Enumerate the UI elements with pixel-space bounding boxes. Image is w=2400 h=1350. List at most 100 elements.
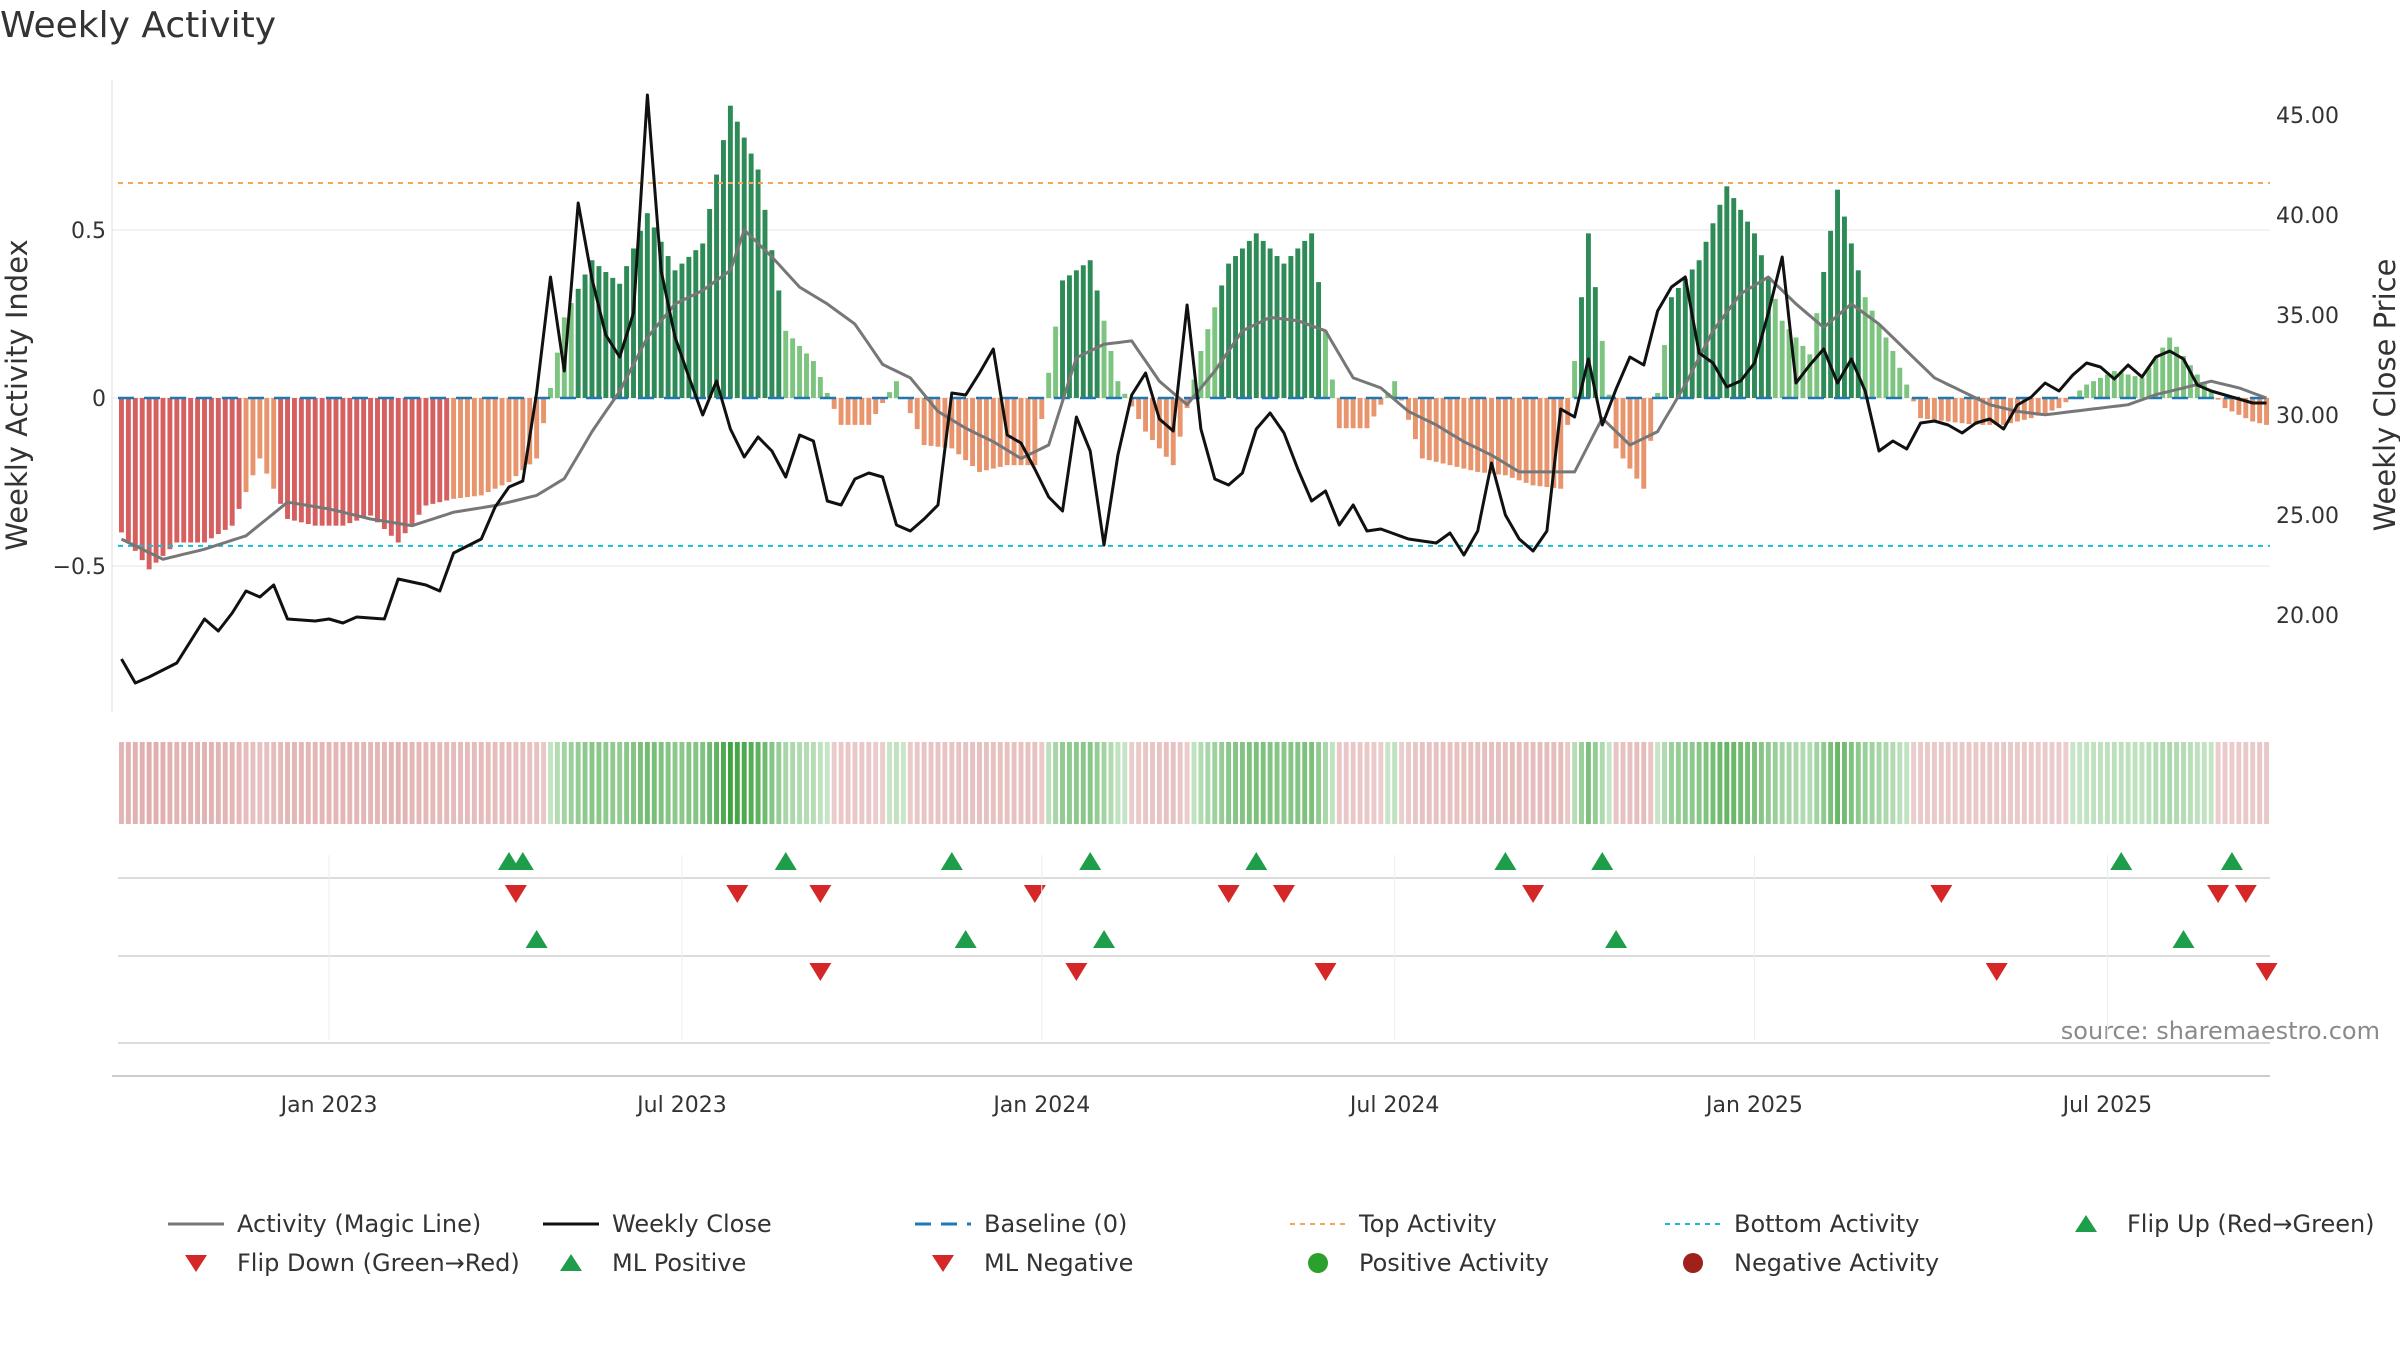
activity-strip-cell [1938,742,1944,824]
positive-activity-bar [2139,377,2145,398]
negative-activity-bar [1143,398,1149,432]
activity-strip-cell [2215,742,2221,824]
activity-strip-cell [707,742,713,824]
activity-strip-cell [1931,742,1937,824]
activity-strip-cell [285,742,290,824]
negative-activity-bar [1412,398,1418,440]
activity-strip-cell [610,742,616,824]
activity-strip-cell [1945,742,1951,824]
activity-strip-cell [2104,742,2110,824]
positive-activity-bar [1205,329,1211,398]
activity-strip-cell [278,742,284,824]
negative-activity-bar [541,398,547,424]
activity-strip-cell [693,742,699,824]
positive-activity-bar [1122,393,1128,398]
legend-swatch [2075,1215,2097,1232]
activity-strip-cell [1717,742,1723,824]
negative-activity-bar [285,398,290,519]
negative-activity-bar [1032,398,1038,466]
positive-activity-bar [893,381,899,398]
activity-strip-cell [340,742,346,824]
activity-strip-cell [2243,742,2249,824]
activity-strip-cell [1150,742,1155,824]
negative-activity-bar [2222,398,2228,409]
activity-strip-cell [2021,742,2027,824]
activity-strip-cell [1212,742,1218,824]
negative-activity-bar [956,398,962,455]
legend-swatch [185,1255,207,1272]
negative-activity-bar [949,398,955,449]
activity-strip-cell [513,742,519,824]
flip-down-marker [1023,885,1046,903]
activity-strip-cell [776,742,782,824]
negative-activity-bar [451,398,457,499]
activity-strip-cell [1752,742,1757,824]
activity-strip-cell [243,742,249,824]
activity-strip-cell [935,742,941,824]
negative-activity-bar [188,398,194,543]
activity-strip-cell [1482,742,1488,824]
positive-activity-bar [1876,324,1882,398]
activity-strip-cell [852,742,858,824]
activity-strip-cell [1433,742,1439,824]
activity-strip-cell [1994,742,2000,824]
legend-label: ML Positive [612,1249,746,1277]
negative-activity-bar [1025,398,1031,466]
activity-strip-cell [326,742,332,824]
activity-strip-cell [1668,742,1674,824]
legend-label: Baseline (0) [984,1210,1127,1238]
activity-strip-cell [665,742,671,824]
negative-activity-bar [215,398,221,535]
activity-strip-cell [1689,742,1695,824]
positive-activity-bar [1066,275,1072,398]
positive-activity-bar [810,361,816,398]
activity-strip-cell [1793,742,1799,824]
negative-activity-bar [859,398,865,425]
positive-activity-bar [651,227,657,398]
positive-activity-bar [1226,263,1232,398]
activity-strip-cell [132,742,138,824]
activity-strip-cell [845,742,851,824]
activity-strip-cell [880,742,886,824]
negative-activity-bar [942,398,948,448]
activity-strip-cell [1634,742,1640,824]
activity-strip-cell [1205,742,1211,824]
activity-strip-cell [1973,742,1979,824]
negative-activity-bar [1163,398,1169,457]
activity-strip-cell [1039,742,1045,824]
activity-strip-cell [2167,742,2173,824]
y2-tick-label: 25.00 [2276,504,2339,529]
y2-tick-label: 35.00 [2276,304,2339,329]
activity-strip-cell [2229,742,2235,824]
activity-strip-cell [167,742,173,824]
negative-activity-bar [132,398,138,551]
negative-activity-bar [2014,398,2020,422]
activity-strip-cell [1821,742,1827,824]
activity-strip-cell [804,742,809,824]
positive-activity-bar [1115,381,1121,398]
positive-activity-bar [1060,280,1065,398]
positive-activity-bar [1765,277,1771,398]
positive-activity-bar [1793,337,1799,398]
negative-activity-bar [499,398,505,486]
activity-strip-cell [596,742,602,824]
positive-activity-bar [548,387,553,398]
activity-strip-cell [1475,742,1481,824]
activity-strip-cell [1765,742,1771,824]
activity-strip-cell [1066,742,1072,824]
positive-activity-bar [790,338,796,398]
negative-activity-bar [333,398,339,526]
activity-strip-cell [1025,742,1031,824]
activity-strip-cell [2222,742,2228,824]
positive-activity-bar [1869,310,1875,398]
legend-label: Negative Activity [1734,1249,1939,1277]
positive-activity-bar [568,303,574,398]
activity-strip-cell [1399,742,1405,824]
ml-positive-marker [1093,930,1116,948]
activity-strip-cell [1502,742,1508,824]
negative-activity-bar [1641,398,1647,489]
activity-strip-cell [859,742,865,824]
positive-activity-bar [1883,337,1889,398]
line-series [120,93,2268,685]
activity-strip-cell [541,742,547,824]
